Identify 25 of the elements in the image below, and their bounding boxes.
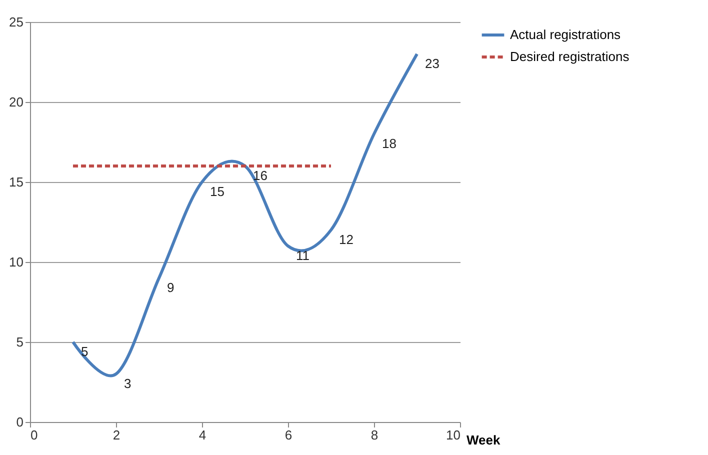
data-label: 16 (253, 168, 268, 183)
data-label: 23 (425, 56, 440, 71)
legend-label: Actual registrations (510, 27, 622, 42)
data-label: 12 (339, 232, 354, 247)
y-tick-label: 25 (9, 14, 24, 30)
legend-label: Desired registrations (510, 49, 630, 64)
x-tick-label: 4 (198, 428, 206, 442)
x-axis-title: Week (466, 432, 501, 448)
data-label: 5 (81, 344, 88, 359)
y-tick-label: 10 (9, 254, 24, 270)
y-tick-label: 5 (16, 334, 24, 350)
y-tick-label: 20 (9, 94, 24, 110)
data-label: 3 (124, 376, 132, 391)
x-tick-label: 0 (30, 428, 38, 442)
x-tick-label: 2 (112, 428, 120, 442)
line-series (72, 52, 418, 377)
data-label: 18 (382, 136, 396, 151)
x-tick-label: 6 (284, 428, 292, 442)
x-tick-label: 8 (370, 428, 378, 442)
data-label: 11 (296, 248, 310, 263)
data-label: 15 (210, 184, 224, 199)
y-tick-label: 0 (16, 414, 24, 430)
y-tick-label: 15 (9, 174, 24, 190)
data-label: 9 (167, 280, 174, 295)
x-tick-label: 10 (446, 428, 460, 442)
